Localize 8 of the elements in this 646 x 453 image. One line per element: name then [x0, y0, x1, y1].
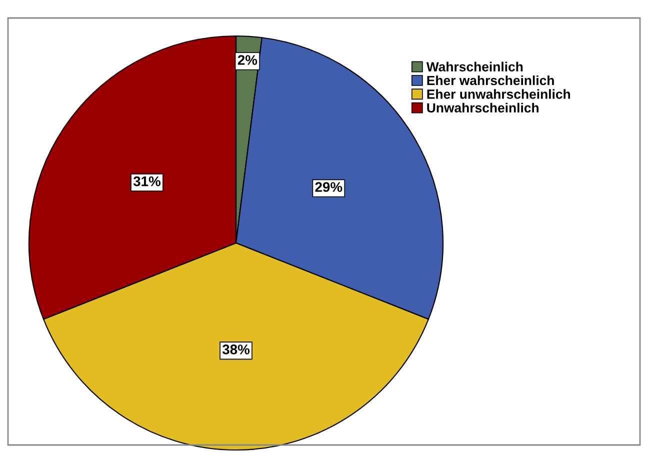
- data-label: 38%: [222, 344, 250, 354]
- data-label: 31%: [133, 176, 161, 186]
- legend-label: Unwahrscheinlich: [427, 102, 538, 113]
- legend-label: Wahrscheinlich: [426, 62, 523, 72]
- data-label: 29%: [315, 182, 342, 192]
- legend-label: Eher unwahrscheinlich: [427, 89, 570, 99]
- legend-label: Eher wahrscheinlich: [427, 75, 554, 86]
- data-label: 2%: [238, 55, 258, 65]
